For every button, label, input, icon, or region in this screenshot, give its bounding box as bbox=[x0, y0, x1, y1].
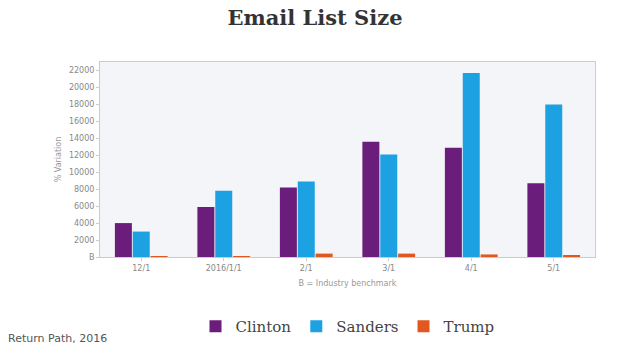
svg-text:Sanders: Sanders bbox=[336, 318, 398, 336]
svg-text:22000: 22000 bbox=[69, 66, 94, 75]
svg-text:12000: 12000 bbox=[69, 151, 94, 160]
svg-text:4/1: 4/1 bbox=[465, 264, 478, 273]
svg-text:2016/1/1: 2016/1/1 bbox=[206, 264, 242, 273]
svg-text:12/1: 12/1 bbox=[132, 264, 150, 273]
svg-text:B: B bbox=[89, 253, 95, 262]
svg-text:B = Industry benchmark: B = Industry benchmark bbox=[299, 279, 397, 288]
svg-text:5/1: 5/1 bbox=[547, 264, 560, 273]
svg-text:Email List Size: Email List Size bbox=[227, 5, 402, 30]
svg-text:2/1: 2/1 bbox=[300, 264, 313, 273]
svg-text:Clinton: Clinton bbox=[236, 318, 292, 336]
svg-text:6000: 6000 bbox=[74, 202, 94, 211]
svg-text:Trump: Trump bbox=[444, 318, 495, 336]
svg-text:20000: 20000 bbox=[69, 83, 94, 92]
svg-text:14000: 14000 bbox=[69, 134, 94, 143]
svg-text:8000: 8000 bbox=[74, 185, 94, 194]
svg-text:4000: 4000 bbox=[74, 219, 94, 228]
svg-text:2000: 2000 bbox=[74, 236, 94, 245]
svg-text:16000: 16000 bbox=[69, 117, 94, 126]
svg-text:% Variation: % Variation bbox=[54, 137, 63, 183]
svg-text:Return Path, 2016: Return Path, 2016 bbox=[8, 332, 107, 345]
svg-text:18000: 18000 bbox=[69, 100, 94, 109]
svg-text:10000: 10000 bbox=[69, 168, 94, 177]
svg-text:3/1: 3/1 bbox=[382, 264, 395, 273]
